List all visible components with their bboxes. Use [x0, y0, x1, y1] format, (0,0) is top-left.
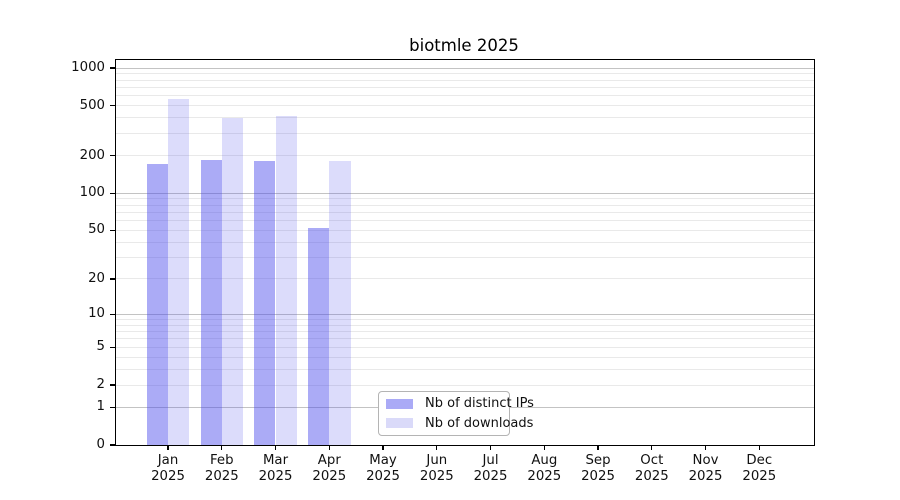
- gridline-10: [116, 313, 814, 315]
- y-tick: [109, 192, 115, 194]
- x-tick: [167, 445, 169, 450]
- x-tick-label-mar: Mar 2025: [258, 453, 293, 484]
- y-tick: [109, 105, 115, 107]
- y-tick-label: 20: [88, 270, 105, 286]
- gridline-300: [116, 133, 814, 135]
- gridline-3: [116, 368, 814, 370]
- gridline-6: [116, 338, 814, 340]
- x-tick-label-jul: Jul 2025: [473, 453, 508, 484]
- plot-area: 0 1 2 5 10 20 50 100 200 500 1000 Jan 2025 Feb 2025 M…: [71, 59, 815, 484]
- y-tick: [109, 346, 115, 348]
- x-tick-label-jun: Jun 2025: [419, 453, 454, 484]
- bar-ips-apr: [307, 228, 330, 445]
- x-tick: [651, 445, 653, 450]
- y-tick: [109, 229, 115, 232]
- gridline-4: [116, 356, 814, 358]
- gridline-2: [116, 384, 814, 386]
- legend-swatch-ips: [386, 398, 413, 410]
- x-tick: [382, 445, 384, 450]
- legend-item-distinct-ips: Nb of distinct IPs: [379, 396, 534, 411]
- gridline-200: [116, 155, 814, 157]
- gridline-80: [116, 204, 814, 206]
- gridline-70: [116, 211, 814, 213]
- x-tick-label-sep: Sep 2025: [581, 453, 615, 484]
- gridline-600: [116, 95, 814, 97]
- x-tick-label-may: May 2025: [366, 453, 400, 484]
- gridline-5: [116, 346, 814, 348]
- x-tick: [597, 445, 599, 450]
- gridline-100: [116, 192, 814, 194]
- gridline-400: [116, 117, 814, 119]
- bar-ips-feb: [200, 159, 222, 445]
- legend-label-ips: Nb of distinct IPs: [425, 396, 534, 412]
- x-tick: [543, 445, 545, 450]
- x-tick: [704, 445, 707, 450]
- y-tick-label: 2: [96, 377, 105, 393]
- bar-downloads-mar: [275, 115, 297, 445]
- y-tick: [109, 278, 115, 280]
- gridline-500: [116, 105, 814, 107]
- y-tick-label: 200: [79, 147, 105, 163]
- gridline-700: [116, 86, 814, 88]
- y-tick-label: 1: [96, 399, 105, 415]
- x-tick-label-apr: Apr 2025: [312, 453, 347, 484]
- bar-downloads-jan: [168, 99, 190, 445]
- legend: Nb of distinct IPs Nb of downloads: [378, 391, 534, 436]
- y-tick: [109, 406, 115, 408]
- gridline-800: [116, 79, 814, 81]
- gridline-9: [116, 318, 814, 320]
- x-tick-label-feb: Feb 2025: [204, 453, 239, 484]
- bar-downloads-apr: [329, 160, 351, 445]
- gridline-20: [116, 278, 814, 280]
- gridline-900: [116, 73, 814, 75]
- gridline-30: [116, 257, 814, 259]
- gridline-50: [116, 229, 814, 231]
- y-tick-label: 1000: [71, 60, 105, 75]
- y-tick-label: 50: [88, 222, 105, 238]
- x-tick: [274, 445, 277, 450]
- gridline-60: [116, 220, 814, 222]
- gridline-1000: [116, 67, 814, 69]
- legend-item-downloads: Nb of downloads: [379, 416, 533, 431]
- x-tick: [328, 445, 330, 450]
- x-tick: [758, 445, 760, 450]
- y-tick: [109, 384, 115, 386]
- x-tick: [221, 445, 223, 450]
- y-tick-label: 5: [96, 339, 105, 355]
- y-tick-label: 0: [96, 437, 105, 452]
- gridline-90: [116, 198, 814, 200]
- x-tick: [489, 445, 492, 450]
- bar-downloads-feb: [221, 118, 244, 445]
- y-tick: [109, 154, 115, 157]
- y-tick: [109, 313, 115, 315]
- y-tick-label: 10: [88, 306, 105, 322]
- chart-title: biotmle 2025: [409, 36, 519, 55]
- y-tick-label: 100: [79, 185, 105, 201]
- y-tick-label: 500: [79, 97, 105, 113]
- x-tick-label-aug: Aug 2025: [527, 453, 562, 484]
- legend-swatch-downloads: [386, 417, 413, 429]
- gridline-7: [116, 331, 814, 332]
- gridline-8: [116, 324, 814, 326]
- y-tick: [109, 67, 115, 69]
- x-tick-label-oct: Oct 2025: [634, 453, 669, 484]
- x-tick-label-dec: Dec 2025: [742, 453, 777, 484]
- bar-ips-jan: [146, 163, 168, 445]
- legend-label-downloads: Nb of downloads: [425, 415, 534, 431]
- y-tick: [109, 444, 115, 446]
- gridline-40: [116, 241, 814, 243]
- x-tick: [436, 445, 438, 450]
- bar-ips-mar: [254, 160, 276, 445]
- x-tick-label-nov: Nov 2025: [688, 453, 723, 484]
- x-tick-label-jan: Jan 2025: [151, 453, 185, 484]
